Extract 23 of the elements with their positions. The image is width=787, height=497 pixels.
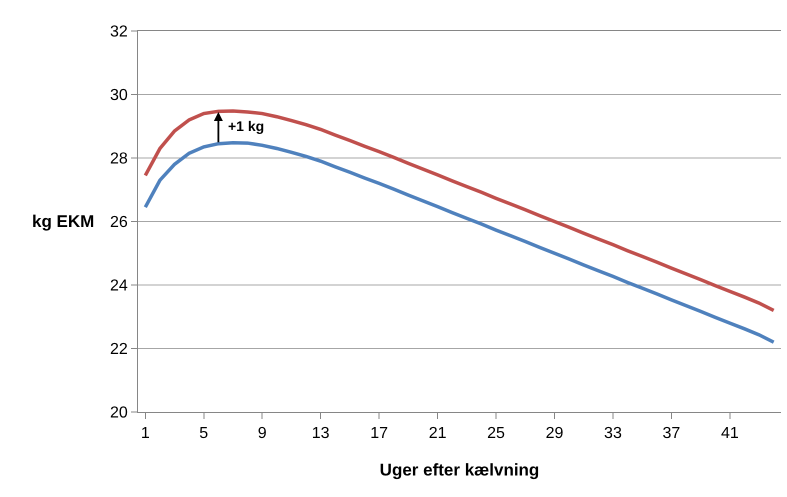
x-tick-label: 25 [487, 425, 506, 442]
y-tick-label: 20 [110, 404, 128, 422]
annotation: +1 kg [228, 118, 264, 134]
y-tick-label: 24 [110, 278, 128, 295]
x-tick-label: 5 [199, 425, 208, 442]
x-tick-label: 1 [140, 425, 150, 442]
x-tick-label: 37 [662, 425, 680, 442]
x-tick-label: 29 [546, 425, 564, 442]
x-axis-title: Uger efter kælvning [380, 460, 540, 480]
x-tick-label: 9 [258, 425, 267, 442]
x-tick-label: 21 [428, 425, 447, 442]
x-tick-label: 13 [312, 425, 330, 442]
y-axis-title: kg EKM [32, 212, 94, 231]
y-tick-label: 28 [110, 150, 128, 168]
x-tick-label: 17 [370, 425, 388, 442]
y-tick-label: 26 [110, 214, 128, 232]
x-tick-label: 33 [604, 425, 622, 442]
y-tick-label: 30 [110, 87, 128, 104]
line-series [144, 109, 776, 312]
line-series [144, 141, 776, 344]
y-tick-label: 22 [110, 341, 128, 358]
y-tick-label: 32 [110, 24, 128, 41]
x-tick-label: 41 [720, 425, 739, 442]
